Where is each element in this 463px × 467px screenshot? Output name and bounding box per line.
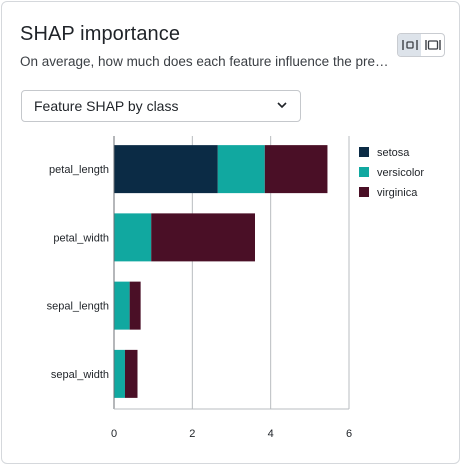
bar-petal_width-versicolor: [114, 213, 152, 262]
legend-label-versicolor: versicolor: [377, 167, 424, 179]
bar-sepal_length-versicolor: [114, 281, 130, 330]
bar-petal_length-virginica: [264, 145, 328, 194]
dropdown-selected-value: Feature SHAP by class: [34, 98, 179, 114]
bar-petal_width-virginica: [151, 213, 255, 262]
legend-swatch-versicolor: [359, 167, 369, 177]
bar-sepal_width-virginica: [124, 349, 138, 398]
legend-swatch-virginica: [359, 187, 369, 197]
bar-petal_length-setosa: [114, 145, 218, 194]
bar-sepal_width-versicolor: [114, 349, 125, 398]
x-tick-label: 0: [111, 428, 117, 440]
full-width-icon: [424, 40, 441, 50]
y-tick-label: sepal_length: [47, 301, 109, 313]
x-tick-label: 6: [346, 428, 352, 440]
fit-width-icon: [401, 40, 418, 50]
y-tick-label: sepal_width: [51, 369, 109, 381]
shap-view-dropdown[interactable]: Feature SHAP by class: [21, 90, 301, 122]
y-tick-label: petal_width: [53, 232, 109, 244]
full-width-toggle[interactable]: [421, 34, 444, 56]
y-tick-label: petal_length: [49, 164, 109, 176]
card-title: SHAP importance: [20, 23, 181, 45]
legend-label-setosa: setosa: [377, 147, 410, 159]
x-tick-label: 4: [268, 428, 274, 440]
legend-swatch-setosa: [359, 147, 369, 157]
bar-petal_length-versicolor: [217, 145, 265, 194]
x-tick-label: 2: [189, 428, 195, 440]
fit-width-toggle[interactable]: [398, 34, 421, 56]
chevron-down-icon: [277, 102, 287, 109]
legend-label-virginica: virginica: [377, 187, 418, 199]
view-toggle-group: [397, 33, 445, 57]
bar-sepal_length-virginica: [129, 281, 141, 330]
